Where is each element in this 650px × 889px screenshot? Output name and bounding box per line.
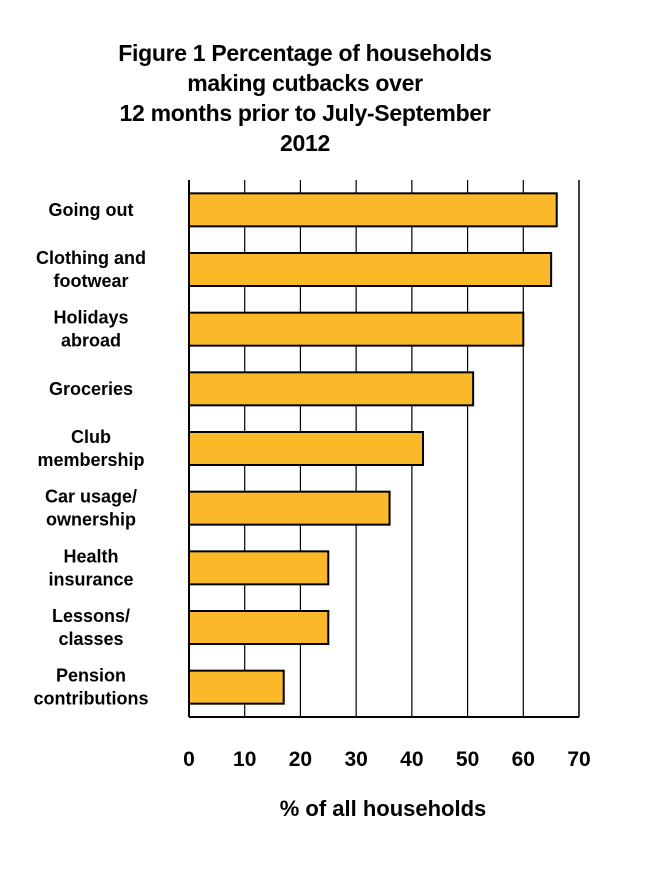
x-tick-label: 0 (183, 748, 195, 771)
chart-title-line: Figure 1 Percentage of households (118, 40, 492, 66)
category-label-line: Going out (49, 200, 134, 220)
bar (188, 669, 285, 705)
category-label: Car usage/ownership (45, 487, 137, 530)
category-label: Holidays abroad (53, 308, 128, 351)
category-label: Lessons/classes (52, 606, 130, 649)
category-label: Club membership (37, 427, 144, 470)
category-label: Clothing and footwear (36, 248, 146, 291)
category-label-line: Club (71, 427, 111, 447)
category-label-line: Holidays (53, 308, 128, 328)
x-tick-label: 20 (289, 748, 312, 771)
category-label-line: contributions (34, 689, 149, 709)
category-label: Health insurance (48, 546, 133, 589)
category-label-line: abroad (61, 331, 121, 351)
bar (188, 550, 330, 586)
x-tick-label: 70 (567, 748, 590, 771)
bar (188, 192, 558, 228)
x-tick-label: 10 (233, 748, 256, 771)
bar (188, 490, 391, 526)
category-label: Going out (49, 200, 134, 220)
chart-title: Figure 1 Percentage of households making… (0, 38, 610, 158)
bar (188, 371, 475, 407)
x-tick-label: 30 (344, 748, 367, 771)
x-tick-label: 40 (400, 748, 423, 771)
category-label-line: Groceries (49, 379, 133, 399)
bar (188, 311, 525, 347)
x-tick-label: 50 (456, 748, 479, 771)
category-label-line: Lessons/ (52, 606, 130, 626)
chart-title-line: making cutbacks over (187, 70, 423, 96)
category-label-line: footwear (53, 271, 128, 291)
category-label-line: Clothing and (36, 248, 146, 268)
category-label: Groceries (49, 379, 133, 399)
bar (188, 252, 553, 287)
bar (188, 431, 424, 466)
category-label-line: Health (63, 546, 118, 566)
chart-title-line: 2012 (280, 130, 330, 156)
x-axis-label: % of all households (279, 796, 487, 821)
category-label-line: Pension (56, 666, 126, 686)
category-label-line: insurance (48, 569, 133, 589)
category-label: Pension contributions (34, 666, 149, 709)
category-label-line: membership (37, 450, 144, 470)
chart-title-line: 12 months prior to July-September (119, 100, 491, 126)
category-label-line: Car usage/ (45, 487, 137, 507)
category-label-line: ownership (46, 510, 136, 530)
x-tick-label: 60 (512, 748, 535, 771)
bar (188, 610, 330, 645)
category-label-line: classes (58, 629, 123, 649)
